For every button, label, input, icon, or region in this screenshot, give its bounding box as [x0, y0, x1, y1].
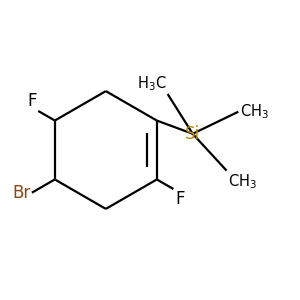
Text: Br: Br: [12, 184, 30, 202]
Text: F: F: [27, 92, 37, 110]
Text: F: F: [175, 190, 184, 208]
Text: Si: Si: [185, 125, 200, 143]
Text: H$_3$C: H$_3$C: [136, 74, 166, 93]
Text: CH$_3$: CH$_3$: [228, 172, 257, 191]
Text: CH$_3$: CH$_3$: [240, 102, 269, 121]
